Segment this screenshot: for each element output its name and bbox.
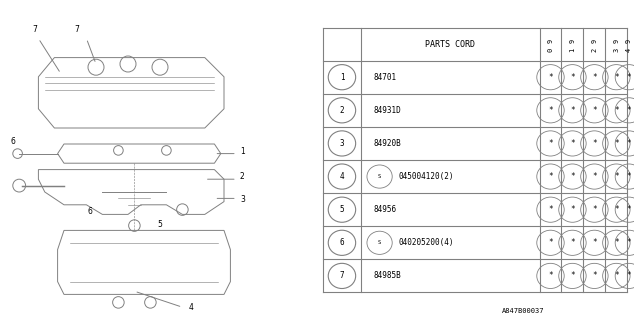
Text: *: * — [627, 238, 631, 247]
Text: 84956: 84956 — [373, 205, 396, 214]
Text: *: * — [627, 106, 631, 115]
Text: *: * — [548, 238, 553, 247]
Text: 045004120(2): 045004120(2) — [398, 172, 454, 181]
Text: 6: 6 — [340, 238, 344, 247]
Text: *: * — [627, 271, 631, 280]
Text: 4: 4 — [189, 303, 194, 312]
Text: S: S — [378, 240, 381, 245]
Text: PARTS CORD: PARTS CORD — [425, 40, 475, 49]
Text: 1: 1 — [340, 73, 344, 82]
Text: 4: 4 — [340, 172, 344, 181]
Text: 6: 6 — [87, 207, 92, 216]
Text: *: * — [570, 172, 575, 181]
Text: 1: 1 — [240, 147, 244, 156]
Text: *: * — [592, 106, 596, 115]
Text: 3: 3 — [613, 48, 620, 52]
Text: *: * — [592, 172, 596, 181]
Text: 4: 4 — [626, 48, 632, 52]
Text: *: * — [627, 205, 631, 214]
Text: *: * — [592, 205, 596, 214]
Text: *: * — [570, 139, 575, 148]
Text: *: * — [548, 271, 553, 280]
Text: *: * — [627, 172, 631, 181]
Text: 2: 2 — [240, 172, 244, 181]
Text: 2: 2 — [591, 48, 597, 52]
Text: *: * — [548, 106, 553, 115]
Text: *: * — [570, 238, 575, 247]
Text: 84920B: 84920B — [373, 139, 401, 148]
Text: 5: 5 — [157, 220, 163, 229]
Text: *: * — [627, 73, 631, 82]
Text: *: * — [614, 205, 619, 214]
Text: *: * — [548, 139, 553, 148]
Text: 3: 3 — [340, 139, 344, 148]
Text: 040205200(4): 040205200(4) — [398, 238, 454, 247]
Text: 9: 9 — [613, 39, 620, 43]
Text: 3: 3 — [240, 195, 245, 204]
Text: *: * — [614, 238, 619, 247]
Text: 84985B: 84985B — [373, 271, 401, 280]
Text: *: * — [614, 139, 619, 148]
Text: *: * — [592, 139, 596, 148]
Text: *: * — [614, 271, 619, 280]
Text: *: * — [592, 238, 596, 247]
Text: 9: 9 — [591, 39, 597, 43]
Text: *: * — [548, 73, 553, 82]
Text: *: * — [627, 139, 631, 148]
Text: *: * — [570, 73, 575, 82]
Text: S: S — [378, 174, 381, 179]
Text: *: * — [614, 73, 619, 82]
Text: *: * — [570, 205, 575, 214]
Text: 9: 9 — [570, 39, 575, 43]
Text: *: * — [570, 106, 575, 115]
Text: A847B00037: A847B00037 — [502, 308, 544, 314]
Text: 0: 0 — [547, 48, 554, 52]
Text: *: * — [614, 106, 619, 115]
Text: *: * — [548, 205, 553, 214]
Text: *: * — [570, 271, 575, 280]
Text: 9: 9 — [626, 39, 632, 43]
Text: 9: 9 — [547, 39, 554, 43]
Text: 84701: 84701 — [373, 73, 396, 82]
Text: 1: 1 — [570, 48, 575, 52]
Text: 84931D: 84931D — [373, 106, 401, 115]
Text: 7: 7 — [33, 25, 38, 34]
Text: *: * — [614, 172, 619, 181]
Text: 5: 5 — [340, 205, 344, 214]
Text: 6: 6 — [10, 137, 15, 146]
Text: 7: 7 — [340, 271, 344, 280]
Text: *: * — [592, 271, 596, 280]
Text: *: * — [548, 172, 553, 181]
Text: 7: 7 — [74, 25, 79, 34]
Text: 2: 2 — [340, 106, 344, 115]
Text: *: * — [592, 73, 596, 82]
